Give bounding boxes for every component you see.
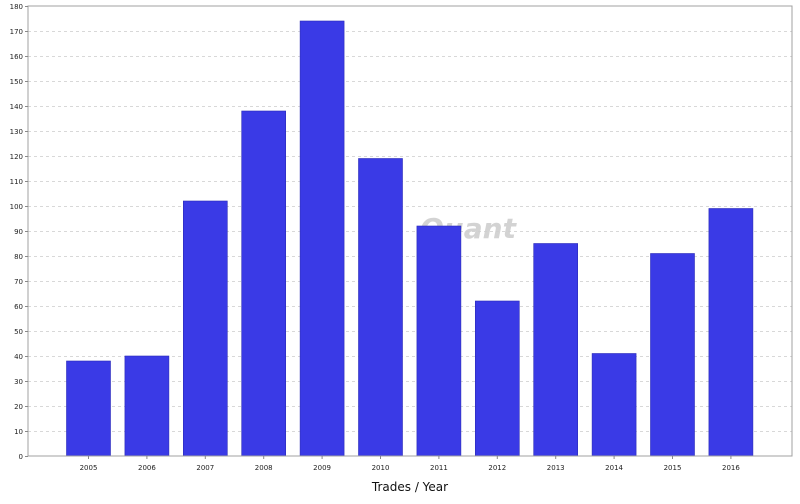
y-tick-label: 80 [14,253,23,261]
y-tick-label: 0 [19,453,23,461]
bar-2006 [124,355,170,457]
y-tick-label: 140 [10,103,23,111]
y-tick-label: 110 [10,178,23,186]
x-tick-label: 2005 [80,464,98,472]
y-tick-label: 160 [10,53,23,61]
bar-2010 [358,158,403,457]
y-tick-label: 40 [14,353,23,361]
y-tick-label: 170 [10,28,23,36]
x-tick-label: 2008 [255,464,273,472]
bar-2011 [416,225,462,457]
y-tick-label: 130 [10,128,23,136]
bar-2012 [474,300,520,457]
y-tick-label: 120 [10,153,23,161]
x-tick-label: 2015 [664,464,682,472]
bar-2008 [241,110,286,457]
y-tick-label: 20 [14,403,23,411]
x-tick-label: 2011 [430,464,448,472]
bar-2013 [533,243,579,457]
bar-2014 [591,353,637,457]
bar-2009 [299,20,345,457]
x-tick-label: 2016 [722,464,740,472]
y-tick-label: 70 [14,278,23,286]
x-tick-label: 2010 [372,464,390,472]
y-tick-label: 60 [14,303,23,311]
y-tick-label: 50 [14,328,23,336]
y-tick-label: 100 [10,203,23,211]
x-tick-label: 2014 [605,464,623,472]
y-tick-label: 30 [14,378,23,386]
x-tick-label: 2007 [196,464,214,472]
y-tick-label: 90 [14,228,23,236]
y-tick-label: 180 [10,3,23,11]
y-tick-label: 150 [10,78,23,86]
x-tick-label: 2013 [547,464,565,472]
bar-2016 [708,208,754,457]
x-axis: 2005 2006 2007 2008 2009 2010 2011 2012 2013 2014… [80,456,740,472]
bar-2007 [183,200,228,457]
x-tick-label: 2006 [138,464,156,472]
y-axis: 0 10 20 30 40 50 60 70 80 90 100 110 120 130 140 150 160… [10,3,28,461]
x-tick-label: 2012 [488,464,506,472]
bars [66,20,754,457]
bar-2005 [66,360,111,457]
bar-2015 [650,253,695,457]
y-tick-label: 10 [14,428,23,436]
x-axis-title: Trades / Year [371,480,448,494]
x-tick-label: 2009 [313,464,331,472]
